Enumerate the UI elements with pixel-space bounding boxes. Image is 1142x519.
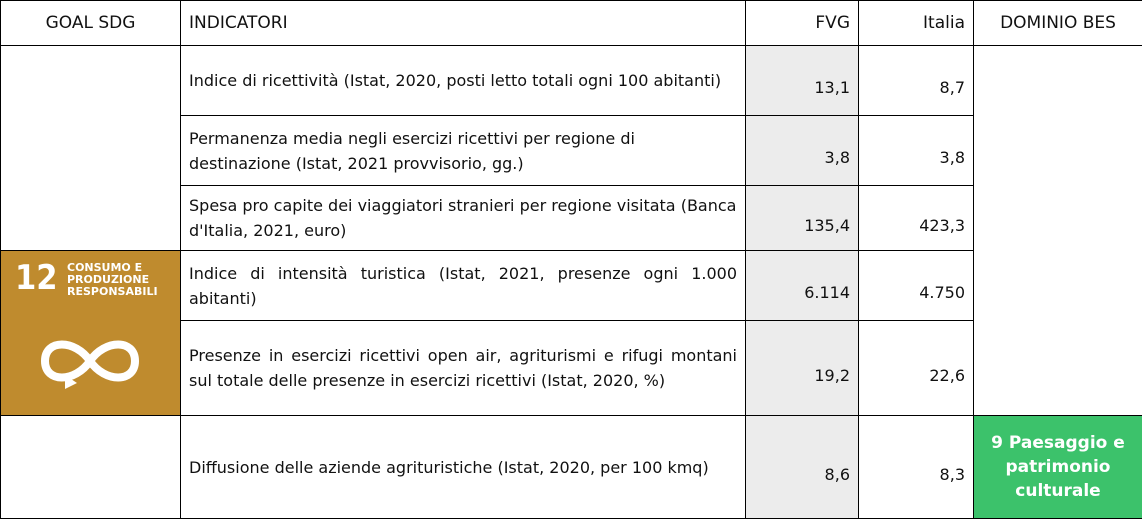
indicator: Spesa pro capite dei viaggiatori stranie… (180, 185, 746, 251)
italia-value: 4.750 (858, 250, 974, 321)
fvg-value: 19,2 (745, 320, 859, 416)
sdg-icon: 12 CONSUMO E PRODUZIONE RESPONSABILI (15, 258, 158, 389)
sdg-label: RESPONSABILI (67, 285, 158, 298)
header-cell: FVG (745, 0, 859, 46)
fvg-value: 135,4 (745, 185, 859, 251)
indicator: Indice di intensità turistica (Istat, 20… (180, 250, 746, 321)
fvg-value: 8,6 (745, 415, 859, 519)
row: Permanenza media negli esercizi ricettiv… (1, 115, 1142, 186)
italia-value: 423,3 (858, 185, 974, 251)
infinity-symbol (40, 340, 140, 382)
row: 12 CONSUMO E PRODUZIONE RESPONSABILI Ind… (0, 250, 1142, 416)
header-cell: DOMINIO BES (973, 0, 1142, 46)
sdg-label: CONSUMO E (67, 261, 142, 274)
header-cell: INDICATORI (180, 0, 746, 46)
row: Diffusione delle aziende agrituristiche … (0, 415, 1142, 519)
row: Spesa pro capite dei viaggiatori stranie… (1, 185, 1142, 251)
italia-value: 8,7 (858, 45, 974, 116)
indicator: Presenze in esercizi ricettivi open air,… (180, 320, 746, 416)
dominio-bes: 9 Paesaggio e patrimonio culturale (973, 415, 1142, 519)
row: Indice di ricettività (Istat, 2020, post… (0, 45, 1142, 416)
italia-value: 8,3 (858, 415, 974, 519)
fvg-value: 6.114 (745, 250, 859, 321)
italia-value: 22,6 (858, 320, 974, 416)
italia-value: 3,8 (858, 115, 974, 186)
empty-cell (0, 415, 181, 519)
header-cell: Italia (858, 0, 974, 46)
sdg-number: 12 (15, 258, 58, 298)
indicator: Indice di ricettività (Istat, 2020, post… (180, 45, 746, 116)
header-row: GOAL SDG INDICATORI FVG Italia DOMINIO B… (0, 0, 1142, 46)
fvg-value: 3,8 (745, 115, 859, 186)
header-cell: GOAL SDG (0, 0, 181, 46)
indicator: Permanenza media negli esercizi ricettiv… (180, 115, 746, 186)
empty-cell (0, 45, 181, 251)
arrow (65, 375, 77, 389)
sdg-label: PRODUZIONE (67, 273, 149, 286)
empty-cell (973, 45, 1142, 416)
sdg-cell: 12 CONSUMO E PRODUZIONE RESPONSABILI (0, 250, 181, 416)
indicator: Diffusione delle aziende agrituristiche … (180, 415, 746, 519)
fvg-value: 13,1 (745, 45, 859, 116)
